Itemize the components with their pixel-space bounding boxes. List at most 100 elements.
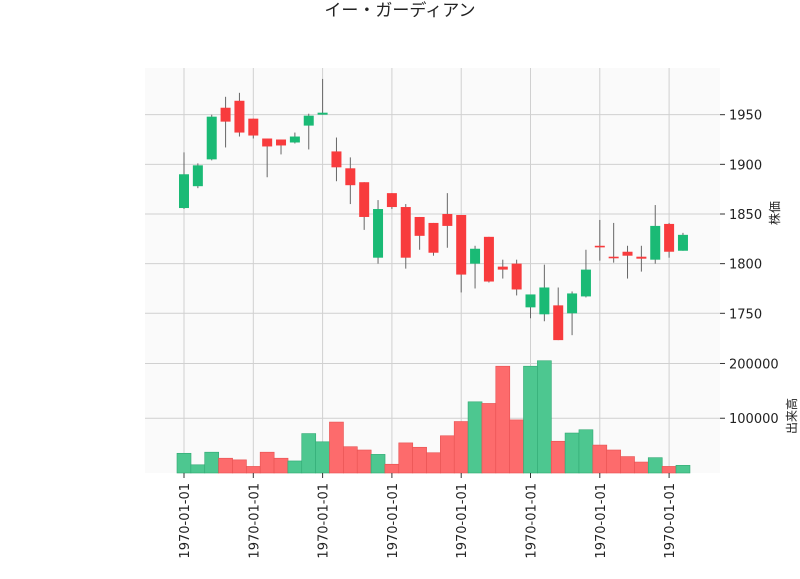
candle-body	[331, 151, 342, 168]
candle	[636, 245, 647, 272]
candle	[650, 205, 661, 264]
candle-body	[622, 251, 633, 256]
volume-bar	[190, 464, 206, 474]
volume-bar	[564, 432, 580, 474]
candle	[234, 92, 245, 137]
candlesticks	[179, 78, 688, 341]
volume-bar	[620, 456, 635, 474]
candle-body	[608, 256, 619, 259]
candle-body	[276, 139, 287, 146]
volume-bar	[606, 449, 621, 474]
candle	[677, 232, 688, 251]
candle	[442, 193, 453, 248]
price-grid	[145, 114, 720, 314]
candle-body	[400, 207, 411, 258]
volume-bar	[329, 421, 344, 474]
candle	[664, 222, 675, 258]
candle	[414, 216, 425, 250]
volume-bar	[204, 451, 220, 474]
candle	[539, 264, 550, 322]
candle	[192, 163, 203, 189]
candle-body	[317, 112, 328, 115]
volume-tick-label: 200000	[729, 357, 779, 372]
volume-tick-label: 100000	[729, 412, 779, 427]
x-tick-label: 1970-01-01	[663, 483, 678, 559]
x-tick-label: 1970-01-01	[178, 483, 193, 559]
candle-body	[650, 225, 661, 260]
candle-body	[580, 269, 591, 297]
chart-title: イー・ガーディアン	[324, 0, 475, 21]
candle	[511, 259, 522, 296]
x-tick-label: 1970-01-01	[525, 483, 540, 559]
volume-bar	[218, 457, 233, 474]
candle-body	[248, 118, 259, 136]
candle	[179, 152, 189, 210]
volume-bar	[384, 463, 400, 474]
candle	[303, 113, 314, 150]
volume-bar	[426, 452, 441, 474]
candle-body	[511, 263, 522, 290]
volume-bar	[232, 459, 247, 474]
candle-body	[234, 100, 245, 133]
candle-body	[567, 293, 578, 314]
candle	[373, 200, 384, 264]
x-tick-label: 1970-01-01	[455, 483, 470, 559]
candle-body	[303, 115, 314, 126]
volume-axis: 100000 200000	[720, 357, 779, 427]
candle-body	[456, 214, 467, 275]
volume-bar	[273, 457, 289, 474]
candle-body	[359, 182, 370, 217]
price-tick-label: 1800	[729, 258, 762, 273]
candle	[525, 294, 536, 319]
volume-bar	[661, 466, 677, 474]
price-panel-background	[145, 68, 720, 358]
volume-bar	[440, 435, 455, 474]
volume-bar	[647, 457, 663, 474]
x-axis: 1970-01-01 1970-01-01 1970-01-01 1970-01-01…	[178, 473, 678, 559]
x-tick-label: 1970-01-01	[317, 483, 332, 559]
candle-body	[636, 256, 647, 259]
candle-body	[553, 305, 564, 341]
candle	[386, 193, 397, 210]
volume-bar	[343, 446, 358, 474]
candle	[400, 204, 411, 269]
x-tick-label: 1970-01-01	[386, 483, 401, 559]
candle	[497, 259, 508, 279]
candle-body	[497, 266, 508, 270]
candle-body	[664, 223, 675, 252]
candle-body	[262, 138, 273, 147]
candle	[594, 219, 605, 261]
price-tick-label: 1850	[729, 208, 762, 223]
volume-bar	[246, 466, 261, 474]
candle-body	[373, 209, 384, 258]
candle	[470, 245, 481, 289]
volume-bar	[550, 440, 566, 474]
candle	[580, 249, 591, 298]
candle-body	[414, 216, 425, 236]
candle-body	[345, 168, 356, 186]
volume-bar	[370, 454, 386, 474]
candle	[331, 137, 342, 182]
price-axis: 1750 1800 1850 1900 1950	[720, 109, 762, 322]
candle	[456, 214, 467, 293]
volume-grid	[145, 362, 720, 419]
price-axis-label: 株価	[767, 201, 782, 225]
volume-bar	[634, 461, 649, 474]
candle-body	[539, 287, 550, 315]
candle	[553, 287, 564, 341]
candle-body	[192, 165, 203, 187]
candle	[248, 118, 259, 139]
candle-body	[179, 174, 189, 209]
candle	[483, 236, 494, 283]
candle-body	[220, 107, 231, 122]
candle	[276, 139, 287, 155]
volume-bar	[453, 421, 469, 474]
volume-bar	[495, 365, 511, 474]
candle	[622, 245, 633, 279]
volume-bar	[301, 433, 317, 474]
volume-bars	[176, 360, 691, 474]
candle	[359, 182, 370, 230]
volume-bar	[398, 442, 414, 474]
